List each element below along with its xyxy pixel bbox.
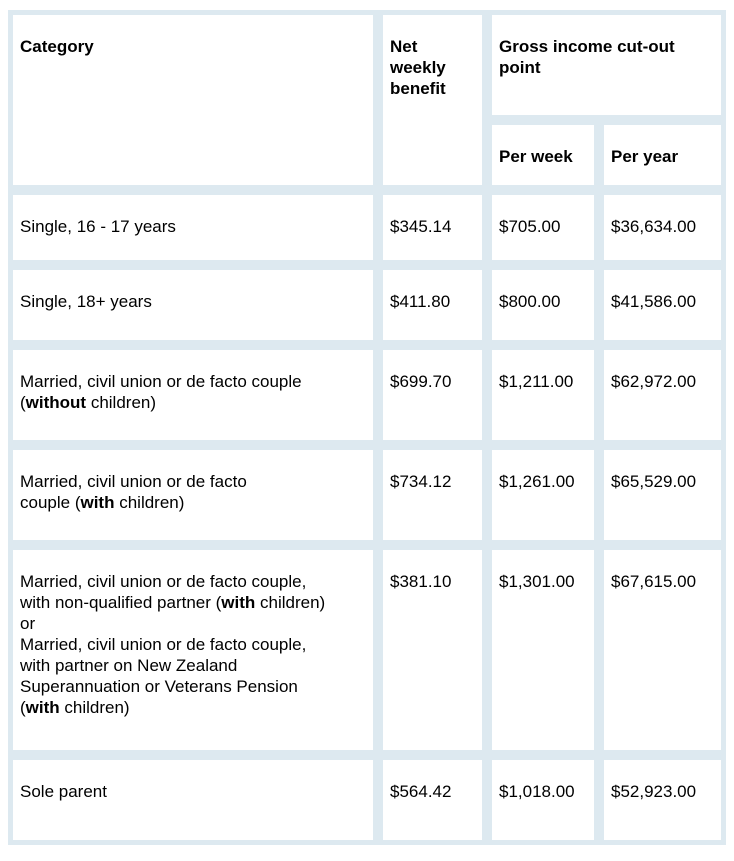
table-row: Married, civil union or de facto couple,… [8,545,726,755]
per-year-cell: $41,586.00 [599,265,726,345]
table-row: Married, civil union or de facto couple … [8,445,726,545]
per-year-cell: $67,615.00 [599,545,726,755]
column-header-net-weekly-benefit: Net weekly benefit [378,10,487,190]
per-year-cell: $52,923.00 [599,755,726,845]
benefit-rates-table: Category Net weekly benefit Gross income… [8,10,726,845]
per-week-cell: $1,301.00 [487,545,599,755]
column-header-category: Category [8,10,378,190]
category-cell: Single, 18+ years [8,265,378,345]
per-week-cell: $705.00 [487,190,599,265]
per-week-cell: $1,261.00 [487,445,599,545]
column-header-gross-income-cut-out-point: Gross income cut-out point [487,10,726,120]
net-weekly-benefit-cell: $699.70 [378,345,487,445]
net-weekly-benefit-cell: $411.80 [378,265,487,345]
net-weekly-benefit-cell: $564.42 [378,755,487,845]
category-cell: Single, 16 - 17 years [8,190,378,265]
per-week-cell: $1,018.00 [487,755,599,845]
category-cell: Married, civil union or de facto couple … [8,445,378,545]
net-weekly-benefit-cell: $734.12 [378,445,487,545]
column-header-per-week: Per week [487,120,599,190]
header-row-sub: Per week Per year [8,120,726,190]
category-cell: Sole parent [8,755,378,845]
per-week-cell: $1,211.00 [487,345,599,445]
category-cell: Married, civil union or de facto couple … [8,345,378,445]
table-row: Married, civil union or de facto couple … [8,345,726,445]
category-cell: Married, civil union or de facto couple,… [8,545,378,755]
per-year-cell: $36,634.00 [599,190,726,265]
table-row: Sole parent $564.42 $1,018.00 $52,923.00 [8,755,726,845]
header-row-top: Category Net weekly benefit Gross income… [8,10,726,190]
per-week-cell: $800.00 [487,265,599,345]
table-row: Single, 16 - 17 years $345.14 $705.00 $3… [8,190,726,265]
table-row: Single, 18+ years $411.80 $800.00 $41,58… [8,265,726,345]
column-header-per-year: Per year [599,120,726,190]
net-weekly-benefit-cell: $381.10 [378,545,487,755]
per-year-cell: $65,529.00 [599,445,726,545]
net-weekly-benefit-cell: $345.14 [378,190,487,265]
per-year-cell: $62,972.00 [599,345,726,445]
